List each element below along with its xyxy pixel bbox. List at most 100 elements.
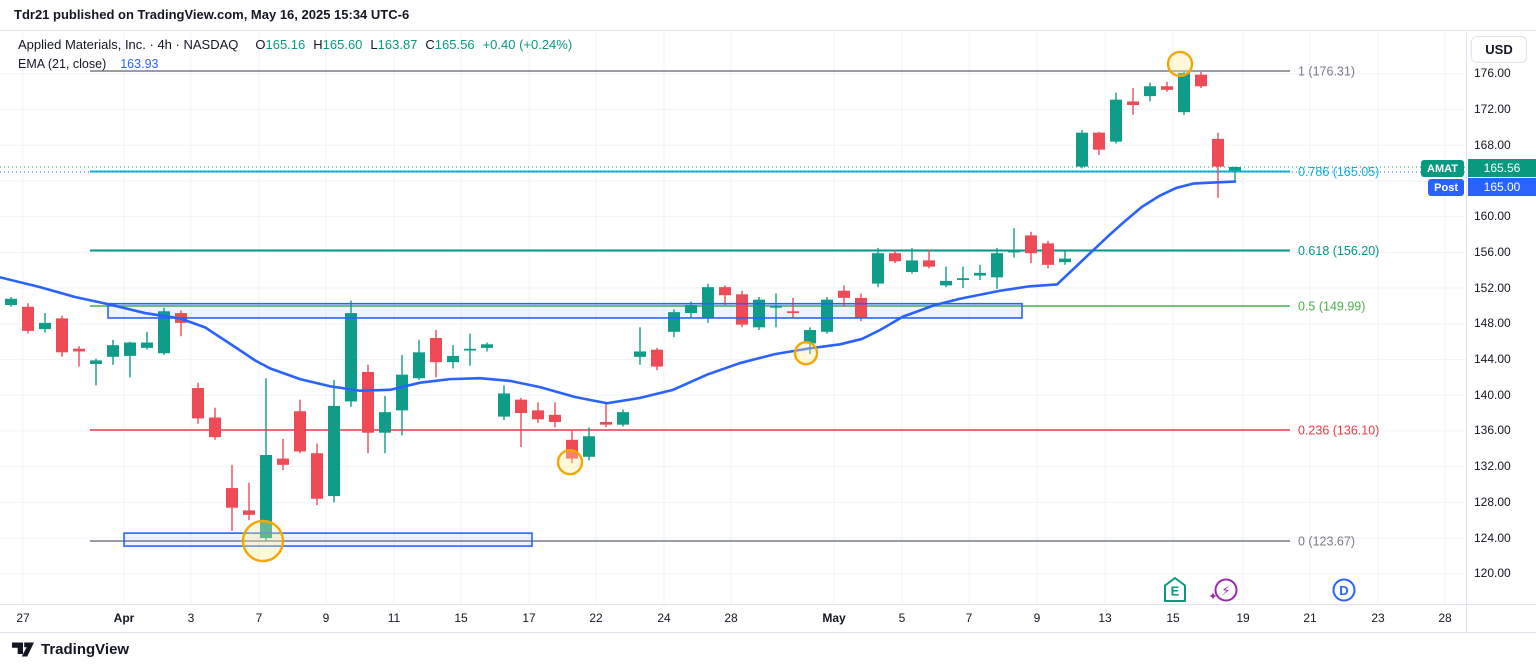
candle[interactable] (1212, 132, 1224, 198)
time-tick-label: Apr (113, 611, 135, 625)
candle[interactable] (1076, 130, 1088, 169)
candle[interactable] (787, 297, 799, 319)
candle[interactable] (396, 355, 408, 436)
candle[interactable] (328, 380, 340, 503)
candle[interactable] (277, 438, 289, 471)
candle[interactable] (770, 293, 782, 328)
dividend-marker[interactable]: D (1332, 578, 1356, 602)
candle[interactable] (1195, 71, 1207, 89)
fib-level-label: 0.618 (156.20) (1298, 244, 1379, 258)
candle[interactable] (906, 247, 918, 274)
candle[interactable] (1093, 131, 1105, 156)
ohlc-key: H (313, 37, 323, 52)
candle[interactable] (447, 345, 459, 369)
candle-body (277, 458, 289, 465)
candle[interactable] (39, 313, 51, 333)
candle[interactable] (430, 330, 442, 378)
earnings-marker[interactable]: E (1164, 577, 1186, 602)
time-tick-label: 28 (1438, 611, 1452, 625)
time-axis[interactable]: 27 Apr 3 7 9 11 15 17 22 24 28 May 5 7 9 13 15 19 21 23 28 (0, 604, 1466, 632)
candle[interactable] (141, 331, 153, 350)
candle[interactable] (56, 315, 68, 357)
candle[interactable] (1110, 92, 1122, 144)
candle[interactable] (957, 266, 969, 289)
candle[interactable] (481, 342, 493, 352)
candle[interactable] (362, 364, 374, 454)
candle[interactable] (1059, 249, 1071, 265)
candle[interactable] (549, 402, 561, 428)
candle-body (668, 312, 680, 332)
candle[interactable] (974, 264, 986, 281)
candle-body (498, 393, 510, 417)
candle[interactable] (22, 303, 34, 334)
candle[interactable] (821, 296, 833, 334)
event-marker[interactable]: ⚡✦ (1208, 578, 1238, 604)
rectangle-drawing-fill[interactable] (124, 533, 532, 547)
candle[interactable] (413, 339, 425, 381)
candle[interactable] (991, 247, 1003, 289)
time-tick-label: 27 (16, 611, 30, 625)
candle[interactable] (719, 285, 731, 306)
tradingview-logo[interactable]: TradingView (12, 641, 129, 658)
rectangle-drawing-fill[interactable] (108, 303, 1022, 318)
candle[interactable] (532, 402, 544, 423)
candle[interactable] (1025, 231, 1037, 264)
candle[interactable] (617, 409, 629, 427)
highlight-circle[interactable] (793, 341, 819, 366)
candle[interactable] (1042, 240, 1054, 269)
candle[interactable] (124, 341, 136, 378)
candle[interactable] (464, 333, 476, 366)
candle[interactable] (243, 482, 255, 521)
candle[interactable] (192, 382, 204, 424)
highlight-circle[interactable] (241, 519, 285, 563)
candle[interactable] (634, 327, 646, 365)
candle[interactable] (260, 378, 272, 541)
highlight-circle[interactable] (1166, 50, 1194, 78)
highlight-circle[interactable] (556, 448, 584, 476)
fib-level-label: 0.5 (149.99) (1298, 300, 1365, 314)
candle[interactable] (1144, 82, 1156, 102)
candle[interactable] (1008, 228, 1020, 258)
candle[interactable] (872, 247, 884, 288)
candle[interactable] (226, 464, 238, 531)
candle[interactable] (1127, 88, 1139, 115)
candle[interactable] (889, 249, 901, 264)
currency-button[interactable]: USD (1471, 36, 1527, 63)
candle[interactable] (209, 407, 221, 440)
candle[interactable] (515, 397, 527, 447)
candle[interactable] (294, 399, 306, 454)
ema-line[interactable] (0, 180, 1237, 405)
candle-body (600, 421, 612, 425)
candle[interactable] (311, 443, 323, 506)
candle[interactable] (73, 346, 85, 367)
candle[interactable] (940, 266, 952, 288)
candle[interactable] (379, 396, 391, 454)
candle[interactable] (107, 339, 119, 365)
candle[interactable] (668, 309, 680, 338)
symbol-legend[interactable]: Applied Materials, Inc. · 4h · NASDAQ O16… (18, 37, 572, 52)
candle[interactable] (1229, 166, 1241, 183)
candle[interactable] (736, 290, 748, 328)
candle[interactable] (651, 347, 663, 371)
rectangle-drawing-border[interactable] (123, 532, 533, 547)
candle[interactable] (5, 296, 17, 307)
candle[interactable] (583, 427, 595, 461)
candle[interactable] (923, 249, 935, 269)
candle-body (73, 348, 85, 352)
candle[interactable] (498, 385, 510, 421)
candle[interactable] (90, 358, 102, 386)
rectangle-drawing-border[interactable] (107, 302, 1023, 319)
candle[interactable] (753, 296, 765, 331)
candle-body (1229, 166, 1241, 171)
candle[interactable] (1161, 81, 1173, 92)
candle[interactable] (600, 402, 612, 428)
time-tick-label: 7 (255, 611, 263, 625)
indicator-value: 163.93 (120, 57, 159, 71)
indicator-legend[interactable]: EMA (21, close) 163.93 (18, 57, 158, 71)
tradingview-logo-icon (12, 642, 34, 657)
candle[interactable] (855, 293, 867, 322)
ohlc-values: O165.16 H165.60 L163.87 C165.56 (247, 37, 474, 52)
price-axis[interactable]: 176.00 172.00 168.00 160.00 156.00 152.00 148.… (1468, 30, 1536, 604)
candle[interactable] (1178, 71, 1190, 115)
